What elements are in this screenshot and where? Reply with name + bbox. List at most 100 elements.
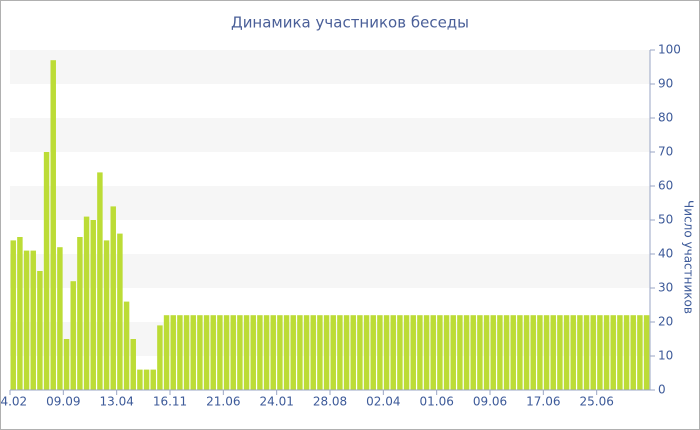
bar [303, 315, 310, 390]
bar [517, 315, 523, 390]
bar [317, 315, 323, 390]
grid-band [10, 50, 650, 84]
bar [557, 315, 563, 390]
y-tick-label: 70 [658, 145, 673, 159]
x-tick-label: 17.06 [526, 395, 560, 409]
bar [623, 315, 630, 390]
x-tick-label: 09.06 [473, 395, 507, 409]
bar [290, 315, 296, 390]
bar [537, 315, 543, 390]
y-tick-label: 10 [658, 349, 673, 363]
x-tick-label: 21.06 [206, 395, 240, 409]
bar [143, 369, 150, 390]
bar [430, 315, 436, 390]
bar [590, 315, 596, 390]
x-tick-label: 02.04 [366, 395, 400, 409]
bar [217, 315, 223, 390]
bar [630, 315, 636, 390]
bar [603, 315, 610, 390]
grid-band [10, 322, 650, 356]
bar [103, 240, 110, 390]
bar [497, 315, 503, 390]
bar [563, 315, 570, 390]
bar [370, 315, 376, 390]
bar [450, 315, 456, 390]
bar [270, 315, 276, 390]
bar [597, 315, 603, 390]
y-tick-label: 30 [658, 281, 673, 295]
bar [23, 250, 30, 390]
x-tick-label: 16.11 [153, 395, 187, 409]
bar [490, 315, 496, 390]
bar [277, 315, 283, 390]
y-tick-label: 20 [658, 315, 673, 329]
bar [577, 315, 583, 390]
bar [83, 216, 90, 390]
bar [230, 315, 236, 390]
y-tick-label: 0 [658, 383, 666, 397]
bar [30, 250, 36, 390]
bar [437, 315, 443, 390]
bar [357, 315, 363, 390]
y-tick-label: 90 [658, 77, 673, 91]
bar [90, 220, 96, 390]
y-tick-label: 60 [658, 179, 673, 193]
bar [297, 315, 303, 390]
bar [57, 247, 63, 390]
x-tick-label: 13.04 [99, 395, 133, 409]
bar [550, 315, 556, 390]
bar [643, 315, 650, 390]
bar [223, 315, 230, 390]
bar [197, 315, 203, 390]
bar [503, 315, 510, 390]
bar [283, 315, 290, 390]
x-tick-label: 24.01 [259, 395, 293, 409]
bar [377, 315, 383, 390]
bar [410, 315, 416, 390]
bar [457, 315, 463, 390]
bar [363, 315, 370, 390]
bar [570, 315, 576, 390]
bar [137, 369, 143, 390]
bar [397, 315, 403, 390]
bar [10, 240, 16, 390]
bar [117, 233, 123, 390]
bar [237, 315, 243, 390]
bar [50, 60, 56, 390]
bar [110, 206, 116, 390]
bar [323, 315, 330, 390]
y-tick-label: 40 [658, 247, 673, 261]
bar [263, 315, 270, 390]
y-tick-label: 80 [658, 111, 673, 125]
bar [383, 315, 390, 390]
grid-band [10, 118, 650, 152]
bar [183, 315, 190, 390]
bar [423, 315, 430, 390]
bar [617, 315, 623, 390]
bar [610, 315, 616, 390]
y-axis-title: Число участников [682, 200, 696, 314]
bar [530, 315, 536, 390]
bar [17, 237, 23, 390]
bar [583, 315, 590, 390]
bar [257, 315, 263, 390]
x-tick-label: 04.02 [0, 395, 27, 409]
chart-title: Динамика участников беседы [231, 14, 469, 32]
bar [130, 339, 136, 390]
bar [350, 315, 356, 390]
bar [443, 315, 450, 390]
bar [637, 315, 643, 390]
bar [243, 315, 250, 390]
bar [463, 315, 470, 390]
x-tick-label: 25.06 [579, 395, 613, 409]
bar [157, 325, 163, 390]
y-tick-label: 100 [658, 43, 681, 57]
bar [37, 271, 43, 390]
bar [43, 152, 50, 390]
x-tick-label: 28.08 [313, 395, 347, 409]
bar [70, 281, 76, 390]
bar [190, 315, 196, 390]
y-tick-label: 50 [658, 213, 673, 227]
x-tick-label: 01.06 [419, 395, 453, 409]
